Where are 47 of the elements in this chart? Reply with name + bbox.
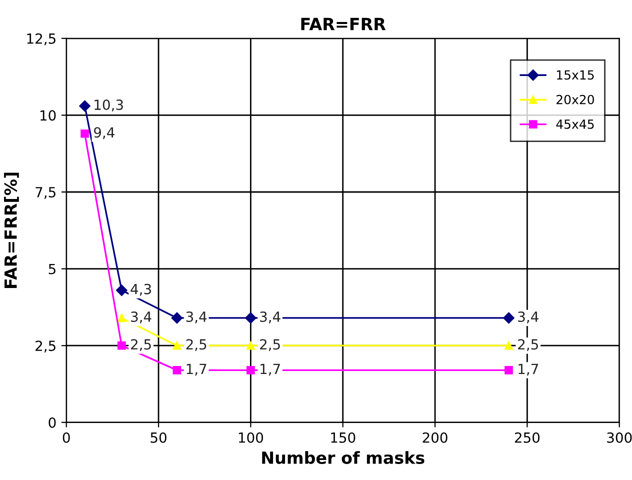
legend-label: 15x15: [556, 70, 594, 80]
point: [246, 341, 255, 350]
y-axis-title: FAR=FRR[%]: [4, 172, 19, 288]
data-label: 10,3: [94, 100, 123, 112]
y-tick-label: 2,5: [36, 340, 56, 352]
data-label: 2,5: [518, 339, 538, 352]
y-tick-label: 7,5: [36, 187, 56, 199]
point: [172, 366, 182, 374]
point: [504, 341, 513, 350]
point: [80, 129, 89, 138]
point: [171, 312, 183, 324]
data-label: 2,5: [131, 339, 151, 352]
x-tick-label: 100: [238, 432, 264, 443]
point: [116, 284, 128, 296]
y-tick-label: 10: [40, 110, 56, 121]
y-tick-label: 5: [48, 264, 56, 274]
data-label: 3,4: [131, 311, 152, 324]
x-tick-label: 150: [331, 432, 356, 443]
data-label: 9,4: [94, 127, 114, 140]
data-label: 2,5: [260, 339, 280, 352]
data-label: 1,7: [260, 364, 280, 376]
point: [117, 314, 126, 322]
point: [504, 366, 513, 374]
x-tick-label: 300: [607, 432, 632, 443]
x-tick-label: 200: [422, 432, 448, 443]
legend-label: 45x45: [556, 120, 594, 129]
x-tick-label: 50: [150, 432, 166, 443]
x-tick-label: 0: [62, 432, 70, 443]
x-tick-label: 250: [514, 432, 540, 443]
data-label: 1,7: [518, 364, 538, 376]
x-axis-title: Number of masks: [262, 451, 424, 464]
point: [503, 312, 514, 324]
data-label: 3,4: [186, 311, 207, 324]
point: [117, 341, 126, 350]
point: [172, 341, 182, 350]
point: [79, 100, 90, 112]
chart-title: FAR=FRR: [301, 18, 386, 30]
data-label: 3,4: [260, 311, 280, 324]
data-label: 4,3: [130, 284, 151, 296]
point: [246, 366, 255, 374]
legend-label: 20x20: [556, 94, 594, 104]
y-tick-label: 0: [48, 417, 56, 428]
data-label: 2,5: [186, 339, 206, 352]
point: [245, 312, 256, 324]
data-label: 3,4: [518, 311, 538, 324]
data-label: 1,7: [186, 364, 206, 376]
y-tick-label: 12,5: [27, 33, 56, 46]
